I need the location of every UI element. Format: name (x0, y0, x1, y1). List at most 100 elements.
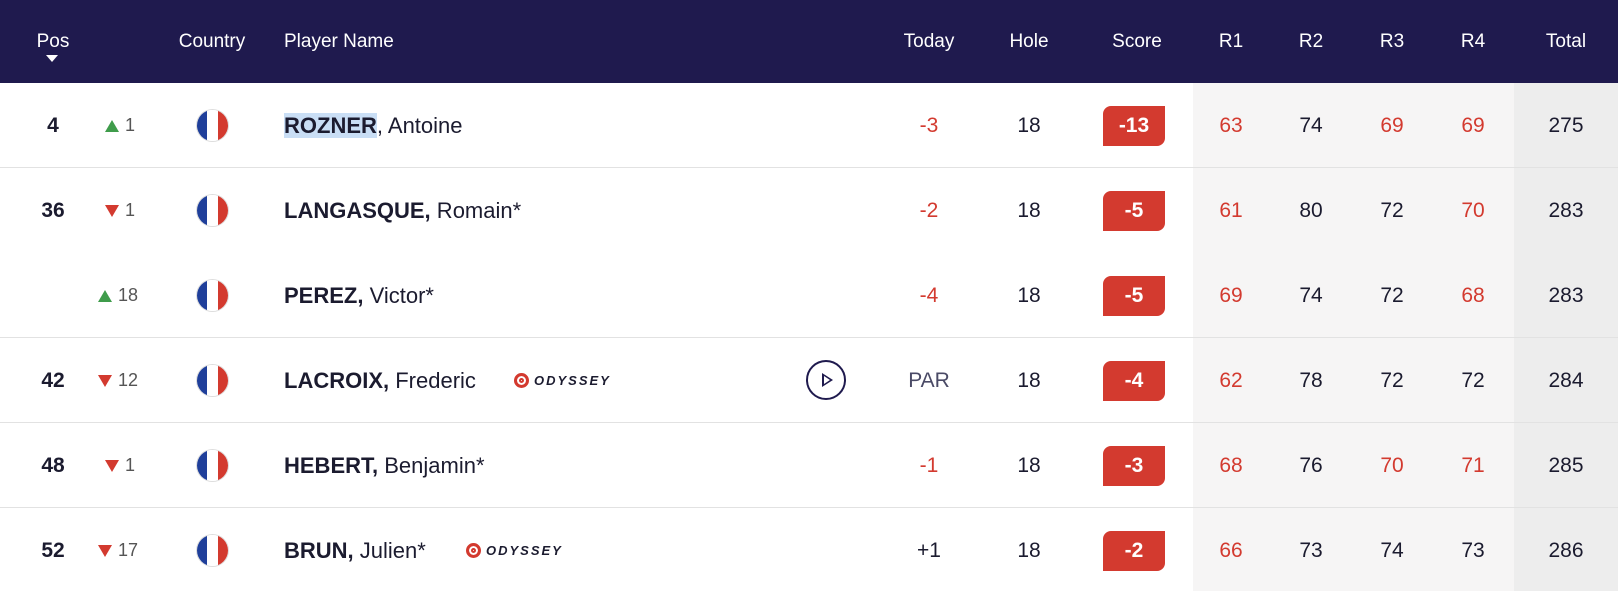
movement-value: 1 (125, 455, 136, 475)
today-score: -2 (919, 199, 939, 222)
round-4-score: 72 (1461, 369, 1485, 392)
hole: 18 (1017, 454, 1041, 477)
sponsor-logo: ODYSSEY (466, 508, 563, 591)
play-video-button[interactable] (806, 360, 846, 400)
arrow-down-icon (105, 459, 119, 472)
arrow-down-icon (98, 544, 112, 557)
total-score: 275 (1548, 114, 1584, 137)
round-2-score: 74 (1299, 284, 1323, 307)
column-header-country: Country (178, 31, 246, 52)
player-surname: BRUN, (284, 538, 354, 563)
player-firstname: , Antoine (376, 113, 463, 138)
player-firstname: Julien* (353, 538, 426, 563)
column-header-pos[interactable]: Pos (36, 31, 70, 52)
player-name[interactable]: PEREZ, Victor* (284, 253, 434, 338)
player-firstname: Victor* (363, 283, 434, 308)
hole: 18 (1017, 199, 1041, 222)
position: 36 (41, 199, 65, 222)
position-movement: 1 (105, 168, 135, 253)
round-1-score: 62 (1219, 369, 1243, 392)
score-badge: -5 (1103, 276, 1165, 316)
player-firstname: Benjamin* (378, 453, 485, 478)
round-4-score: 69 (1461, 114, 1485, 137)
player-firstname: Romain* (430, 198, 522, 223)
player-surname: PEREZ, (284, 283, 364, 308)
score-badge: -5 (1103, 191, 1165, 231)
arrow-up-icon (98, 289, 112, 302)
round-4-score: 70 (1461, 199, 1485, 222)
movement-value: 12 (118, 370, 139, 390)
france-flag-icon (197, 110, 228, 141)
movement-value: 17 (118, 540, 139, 560)
round-3-score: 72 (1380, 369, 1404, 392)
sponsor-name: ODYSSEY (486, 543, 563, 558)
round-1-score: 69 (1219, 284, 1243, 307)
arrow-down-icon (105, 204, 119, 217)
table-row[interactable]: 18 PEREZ, Victor* -4 18 -5 69 74 72 68 283 (0, 253, 1618, 338)
column-header-total: Total (1545, 31, 1587, 52)
column-header-r1: R1 (1218, 31, 1244, 52)
movement-value: 18 (118, 285, 139, 305)
position-movement: 18 (98, 253, 138, 338)
position: 52 (41, 539, 65, 562)
round-2-score: 80 (1299, 199, 1323, 222)
table-row[interactable]: 36 1 LANGASQUE, Romain* -2 18 -5 61 80 72 70 28… (0, 168, 1618, 253)
round-1-score: 61 (1219, 199, 1243, 222)
round-2-score: 74 (1299, 114, 1323, 137)
score-badge: -13 (1103, 106, 1165, 146)
player-name[interactable]: ROZNER, Antoine (284, 83, 463, 168)
movement-value: 1 (125, 200, 136, 220)
round-3-score: 74 (1380, 539, 1404, 562)
leaderboard-header: Pos Country Player Name Today Hole Score… (0, 0, 1618, 83)
player-name[interactable]: BRUN, Julien* (284, 508, 426, 591)
total-score: 283 (1548, 284, 1584, 307)
player-surname: ROZNER (284, 113, 377, 138)
france-flag-icon (197, 280, 228, 311)
round-2-score: 78 (1299, 369, 1323, 392)
hole: 18 (1017, 539, 1041, 562)
score-badge: -3 (1103, 446, 1165, 486)
table-row[interactable]: 48 1 HEBERT, Benjamin* -1 18 -3 68 76 70 71 285 (0, 423, 1618, 508)
total-score: 285 (1548, 454, 1584, 477)
round-3-score: 69 (1380, 114, 1404, 137)
column-header-hole: Hole (1009, 31, 1049, 52)
position-movement: 17 (98, 508, 138, 591)
position-movement: 1 (105, 423, 135, 508)
column-header-score: Score (1112, 31, 1162, 52)
odyssey-logo-icon (466, 543, 481, 558)
hole: 18 (1017, 369, 1041, 392)
today-score: PAR (908, 369, 950, 392)
table-row[interactable]: 42 12 LACROIX, Frederic ODYSSEY PAR 18 -4 6… (0, 338, 1618, 423)
column-header-player-name: Player Name (284, 31, 394, 52)
today-score: -1 (919, 454, 939, 477)
round-1-score: 68 (1219, 454, 1243, 477)
player-name[interactable]: LACROIX, Frederic (284, 338, 476, 423)
round-4-score: 71 (1461, 454, 1485, 477)
player-name[interactable]: HEBERT, Benjamin* (284, 423, 485, 508)
player-surname: LANGASQUE, (284, 198, 431, 223)
today-score: -3 (919, 114, 939, 137)
hole: 18 (1017, 284, 1041, 307)
odyssey-logo-icon (514, 373, 529, 388)
total-score: 284 (1548, 369, 1584, 392)
total-score: 286 (1548, 539, 1584, 562)
round-1-score: 66 (1219, 539, 1243, 562)
player-surname: HEBERT, (284, 453, 379, 478)
score-badge: -4 (1103, 361, 1165, 401)
position-movement: 12 (98, 338, 138, 423)
position-movement: 1 (105, 83, 135, 168)
table-row[interactable]: 52 17 BRUN, Julien* ODYSSEY +1 18 -2 66 73 74… (0, 508, 1618, 591)
hole: 18 (1017, 114, 1041, 137)
today-score: -4 (919, 284, 939, 307)
total-score: 283 (1548, 199, 1584, 222)
player-name[interactable]: LANGASQUE, Romain* (284, 168, 521, 253)
table-row[interactable]: 4 1 ROZNER, Antoine -3 18 -13 63 74 69 69 275 (0, 83, 1618, 168)
score-badge: -2 (1103, 531, 1165, 571)
france-flag-icon (197, 365, 228, 396)
movement-value: 1 (125, 115, 136, 135)
france-flag-icon (197, 450, 228, 481)
position: 48 (41, 454, 65, 477)
column-header-today: Today (903, 31, 955, 52)
sort-desc-icon[interactable] (46, 55, 58, 62)
sponsor-logo: ODYSSEY (514, 338, 611, 423)
